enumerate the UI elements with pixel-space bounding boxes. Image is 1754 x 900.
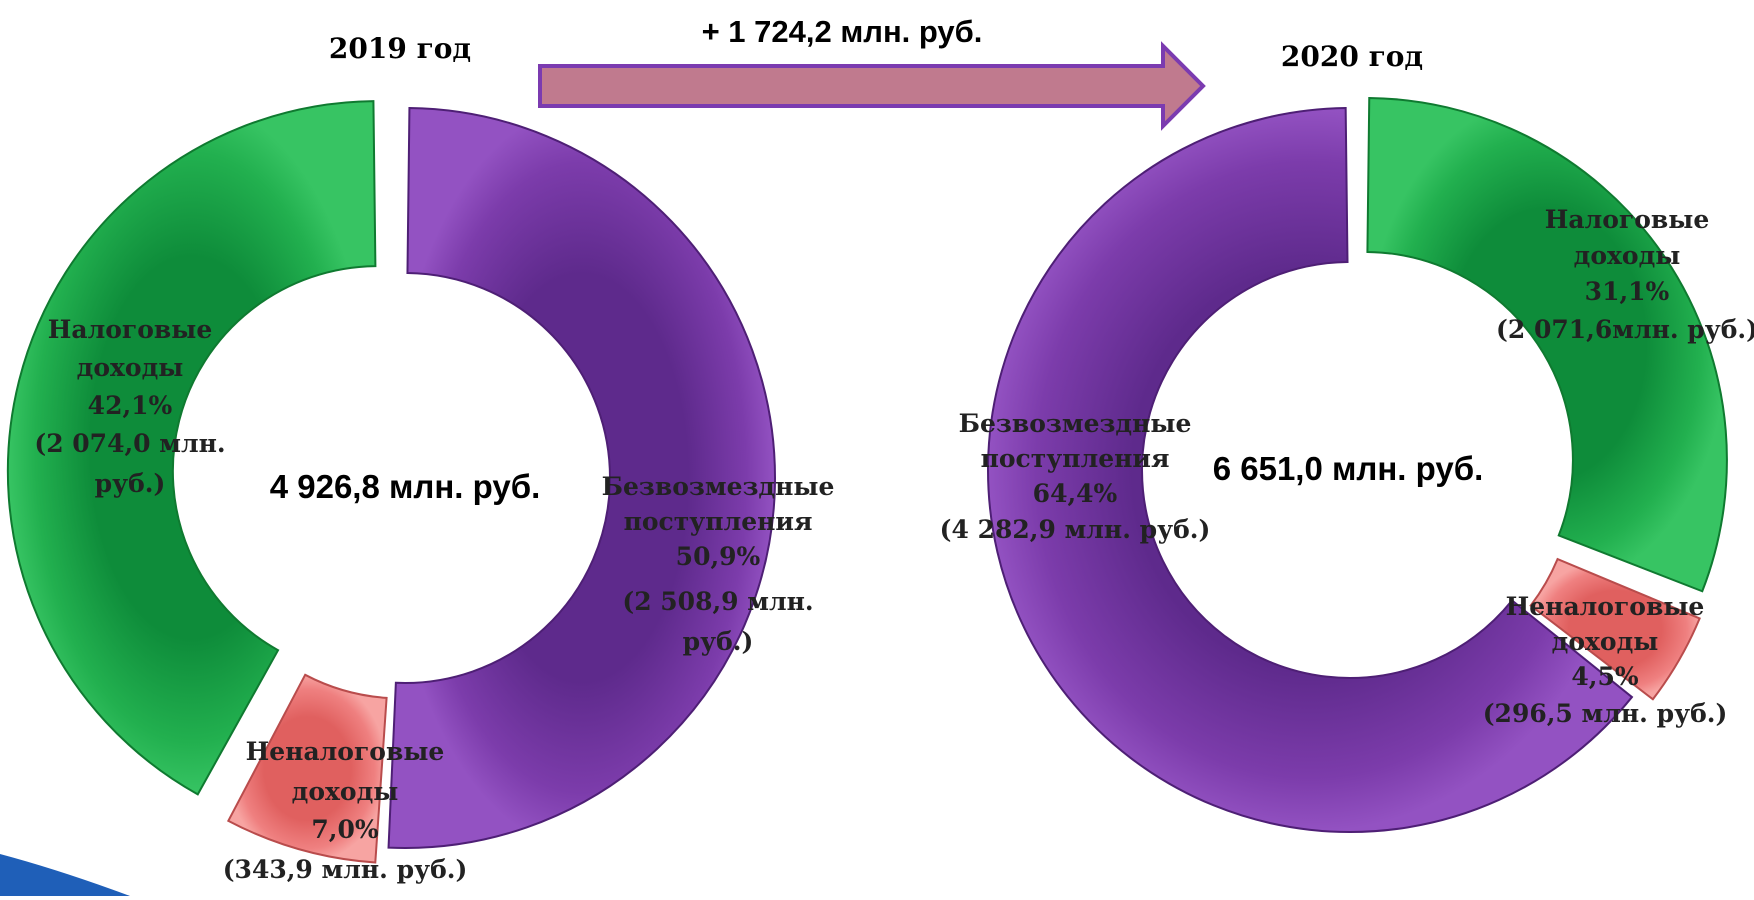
label-tax-2020-name-2: доходы [1574, 241, 1681, 270]
label-nontax-2019-name-2: доходы [292, 777, 399, 806]
label-nontax-2019: Неналоговые доходы 7,0% (343,9 млн. руб.… [223, 737, 468, 884]
year-label-2020: 2020 год [1281, 40, 1423, 73]
label-nontax-2019-percent: 7,0% [311, 815, 378, 844]
donut-2019: 2019 год 4 926,8 млн. руб. Безвозмездные… [6, 32, 835, 884]
label-grants-2020-percent: 64,4% [1033, 479, 1118, 508]
slice-grants-2020 [987, 107, 1634, 833]
slice-nontax-2019 [226, 673, 388, 864]
label-grants-2019: Безвозмездные поступления 50,9% (2 508,9… [602, 472, 835, 656]
label-tax-2019-amount-1: (2 074,0 млн. [34, 429, 225, 458]
corner-decoration [0, 848, 130, 896]
growth-arrow: + 1 724,2 млн. руб. [538, 14, 1206, 131]
arrow-shape [538, 41, 1206, 131]
label-tax-2020-percent: 31,1% [1585, 277, 1670, 306]
label-tax-2019: Налоговые доходы 42,1% (2 074,0 млн. руб… [34, 315, 225, 498]
label-nontax-2020-name-2: доходы [1552, 627, 1659, 656]
label-nontax-2020-amount: (296,5 млн. руб.) [1483, 699, 1728, 728]
label-tax-2020-name-1: Налоговые [1545, 205, 1709, 234]
label-grants-2020-name-2: поступления [981, 444, 1170, 473]
year-label-2019: 2019 год [329, 32, 471, 65]
label-grants-2019-amount-1: (2 508,9 млн. [622, 587, 813, 616]
label-tax-2020: Налоговые доходы 31,1% (2 071,6млн. руб.… [1496, 205, 1754, 344]
slice-tax-2019 [6, 100, 377, 796]
slices-2020 [987, 96, 1728, 833]
label-nontax-2020: Неналоговые доходы 4,5% (296,5 млн. руб.… [1483, 592, 1728, 728]
label-tax-2019-amount-2: руб.) [95, 469, 166, 498]
slices-2019 [6, 100, 776, 864]
label-grants-2019-name-1: Безвозмездные [602, 472, 835, 501]
label-nontax-2019-amount: (343,9 млн. руб.) [223, 855, 468, 884]
total-label-2019: 4 926,8 млн. руб. [270, 468, 541, 505]
slice-tax-2020 [1366, 96, 1728, 593]
label-tax-2020-amount: (2 071,6млн. руб.) [1496, 315, 1754, 344]
slice-grants-2019 [387, 107, 776, 849]
label-tax-2019-name-2: доходы [77, 353, 184, 382]
label-grants-2019-amount-2: руб.) [683, 627, 754, 656]
label-nontax-2020-percent: 4,5% [1571, 662, 1638, 691]
label-tax-2019-percent: 42,1% [88, 391, 173, 420]
label-grants-2020-name-1: Безвозмездные [959, 409, 1192, 438]
total-label-2020: 6 651,0 млн. руб. [1213, 450, 1484, 487]
label-grants-2020-amount: (4 282,9 млн. руб.) [940, 515, 1211, 544]
donut-2020: 2020 год 6 651,0 млн. руб. Налоговые дох… [940, 40, 1754, 833]
slice-nontax-2020 [1529, 557, 1701, 701]
label-grants-2020: Безвозмездные поступления 64,4% (4 282,9… [940, 409, 1211, 544]
label-nontax-2020-name-1: Неналоговые [1506, 592, 1705, 621]
label-nontax-2019-name-1: Неналоговые [246, 737, 445, 766]
change-label: + 1 724,2 млн. руб. [702, 14, 983, 49]
label-grants-2019-percent: 50,9% [676, 542, 761, 571]
label-grants-2019-name-2: поступления [624, 507, 813, 536]
label-tax-2019-name-1: Налоговые [48, 315, 212, 344]
